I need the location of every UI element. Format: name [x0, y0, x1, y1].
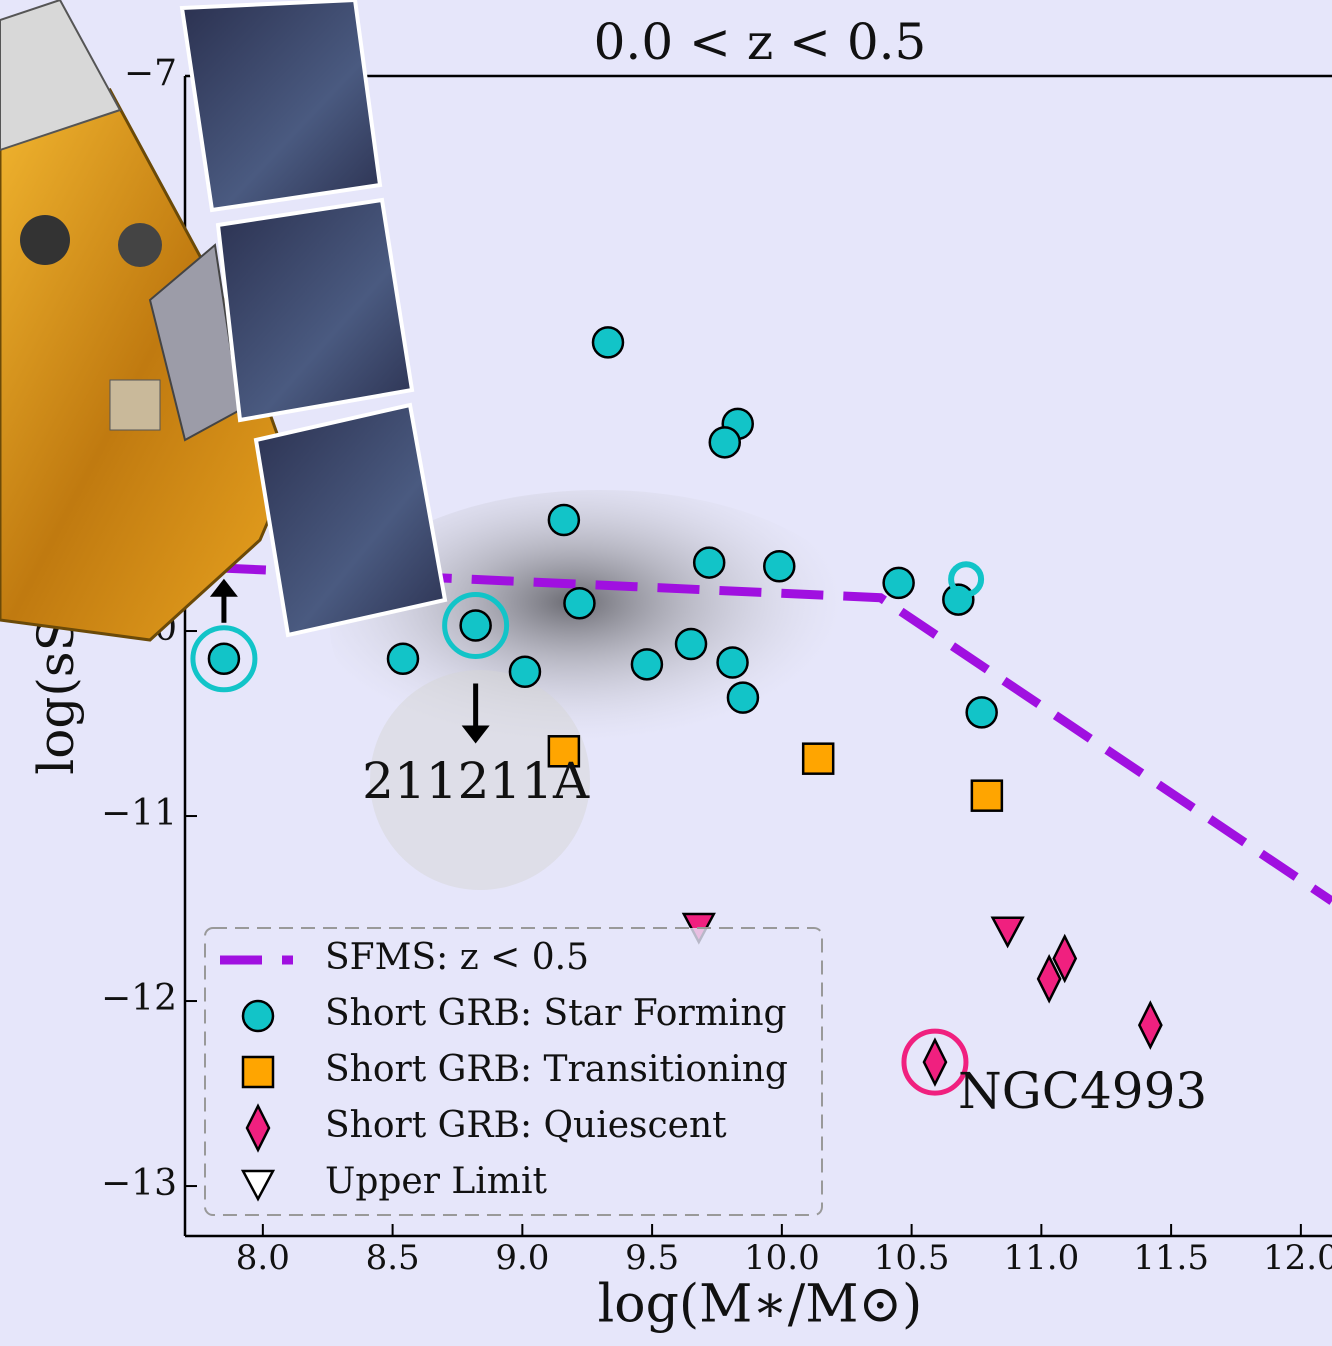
x-tick-label: 9.0 [495, 1238, 549, 1278]
marker-circle [593, 327, 623, 357]
marker-circle [764, 551, 794, 581]
page: 8.08.59.09.510.010.511.011.512.0−7−8−9−1… [0, 0, 1332, 1346]
legend-label: Short GRB: Transitioning [325, 1049, 788, 1090]
marker-circle [243, 1001, 273, 1031]
satellite-illustration [0, 0, 445, 640]
marker-circle [676, 629, 706, 659]
marker-circle [694, 548, 724, 578]
marker-circle [549, 505, 579, 535]
y-tick-label: −12 [101, 978, 177, 1019]
marker-circle [461, 610, 491, 640]
marker-triangle [993, 918, 1023, 946]
marker-circle [728, 683, 758, 713]
marker-square [243, 1057, 273, 1087]
marker-circle [718, 647, 748, 677]
marker-circle [967, 697, 997, 727]
marker-square [972, 781, 1002, 811]
x-tick-label: 8.0 [236, 1238, 290, 1278]
marker-circle [388, 644, 418, 674]
marker-circle [710, 427, 740, 457]
x-tick-label: 9.5 [625, 1238, 679, 1278]
legend-label: SFMS: z < 0.5 [325, 937, 589, 978]
marker-diamond [1139, 1003, 1161, 1047]
marker-circle [632, 649, 662, 679]
y-tick-label: −7 [124, 53, 177, 94]
marker-circle [510, 657, 540, 687]
marker-circle [564, 588, 594, 618]
x-tick-label: 10.0 [744, 1238, 820, 1278]
legend-label: Short GRB: Quiescent [325, 1105, 727, 1146]
marker-diamond [924, 1040, 946, 1084]
chart-title: 0.0 < z < 0.5 [594, 13, 927, 71]
legend-label: Short GRB: Star Forming [325, 993, 787, 1034]
x-axis-label: log(M∗/M⊙) [598, 1275, 923, 1335]
x-tick-label: 11.5 [1133, 1238, 1209, 1278]
x-tick-label: 10.5 [874, 1238, 950, 1278]
legend-label: Upper Limit [325, 1161, 547, 1202]
y-tick-label: −11 [101, 793, 177, 834]
marker-circle [209, 644, 239, 674]
annotation: NGC4993 [958, 1062, 1207, 1120]
chart: 8.08.59.09.510.010.511.011.512.0−7−8−9−1… [0, 0, 1332, 1346]
x-tick-label: 11.0 [1004, 1238, 1080, 1278]
y-tick-label: −13 [101, 1163, 177, 1204]
x-tick-label: 12.0 [1263, 1238, 1332, 1278]
marker-square [803, 744, 833, 774]
marker-circle [884, 568, 914, 598]
legend: SFMS: z < 0.5 Short GRB: Star Forming Shor… [205, 928, 822, 1215]
annotation: 211211A [362, 752, 590, 810]
x-tick-label: 8.5 [366, 1238, 420, 1278]
